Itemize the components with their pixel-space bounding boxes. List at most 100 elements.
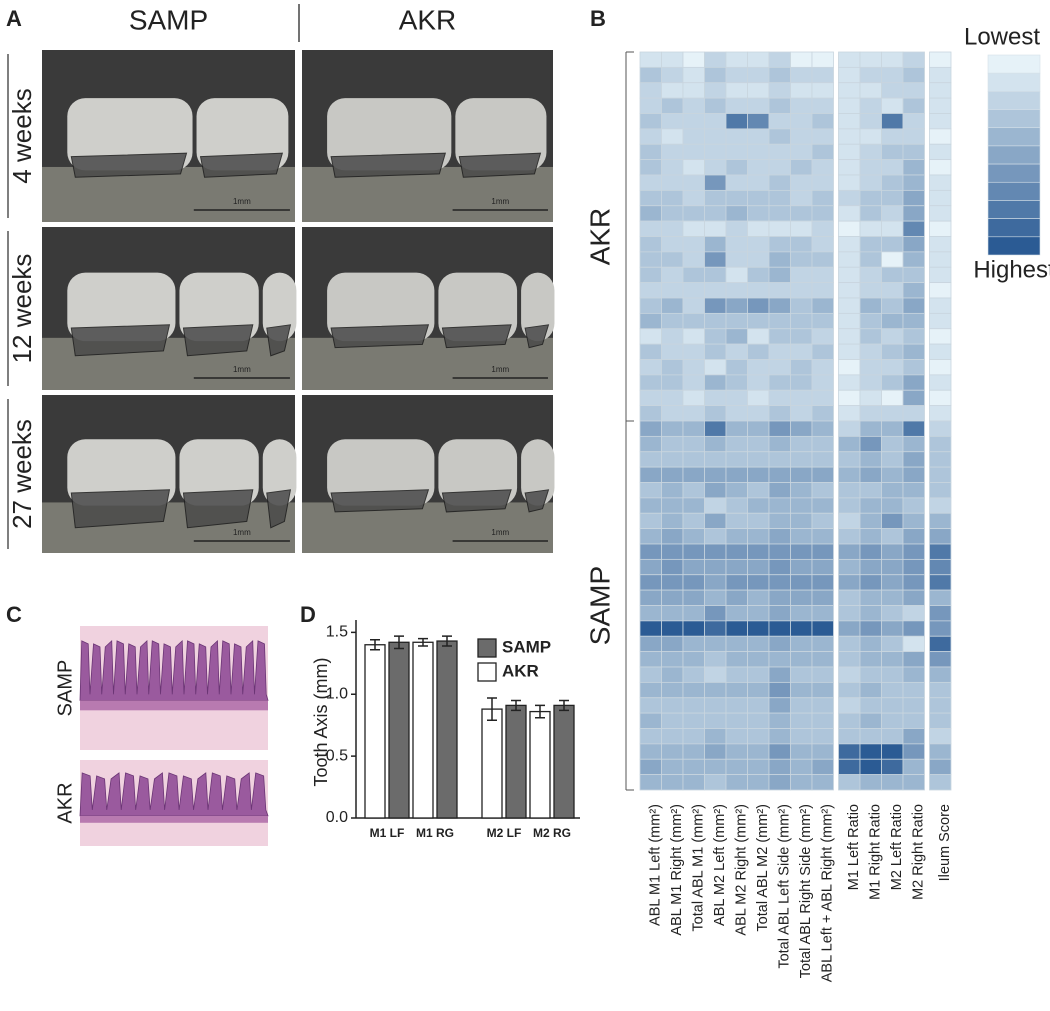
heatmap-cell [725, 66, 748, 84]
heatmap-cell [704, 451, 727, 468]
heatmap-cell [704, 143, 727, 161]
heatmap-cell [682, 512, 705, 530]
heatmap-cell [747, 681, 770, 699]
heatmap-cell [838, 282, 861, 299]
tooth [262, 272, 297, 342]
heatmap-cell [639, 558, 662, 576]
heatmap-cell [768, 666, 791, 683]
heatmap-cell [768, 128, 791, 145]
heatmap-cell [881, 466, 904, 483]
heatmap-cell [859, 558, 882, 576]
row-label: 12 weeks [7, 254, 37, 364]
heatmap-cell [661, 605, 684, 622]
heatmap-cell [838, 497, 861, 514]
heatmap-cell [902, 128, 925, 145]
heatmap-cell [929, 482, 952, 499]
heatmap-cell [661, 512, 684, 530]
heatmap-cell [929, 528, 952, 545]
heatmap-cell [902, 97, 925, 114]
tooth [438, 439, 518, 506]
heatmap-cell [838, 266, 861, 284]
bone-loss-area [266, 324, 292, 357]
heatmap-cell [859, 543, 882, 560]
heatmap-cell [725, 728, 748, 745]
heatmap-cell [811, 359, 834, 376]
heatmap-cell [639, 143, 662, 161]
heatmap-cell [747, 143, 770, 161]
heatmap-cell [661, 543, 684, 560]
column-header: SAMP [129, 4, 208, 35]
histology-label: AKR [54, 782, 76, 823]
heatmap-cell [902, 189, 925, 207]
heatmap-cell [768, 558, 791, 576]
heatmap-cell [682, 236, 705, 253]
heatmap-cell [859, 405, 882, 422]
heatmap-cell [725, 282, 748, 299]
heatmap-cell [811, 297, 834, 314]
heatmap-cell [639, 451, 662, 468]
heatmap-cell [747, 466, 770, 483]
heatmap-cell [704, 189, 727, 207]
heatmap-cell [661, 128, 684, 145]
heatmap-cell [902, 528, 925, 545]
heatmap-cell [929, 651, 952, 668]
heatmap-cell [811, 743, 834, 760]
heatmap-cell [811, 697, 834, 714]
heatmap-cell [661, 743, 684, 760]
heatmap-cell [929, 697, 952, 714]
heatmap-cell [881, 574, 904, 591]
heatmap-cell [790, 143, 813, 161]
heatmap-cell [747, 205, 770, 222]
heatmap-cell [859, 328, 882, 345]
heatmap-cell [725, 328, 748, 345]
heatmap-cell [682, 328, 705, 345]
heatmap-cell [725, 558, 748, 576]
heatmap-cell [790, 666, 813, 683]
heatmap-cell [811, 266, 834, 284]
heatmap-cell [859, 312, 882, 330]
heatmap-cell [790, 251, 813, 268]
heatmap-cell [768, 220, 791, 237]
bone-loss-area [199, 152, 284, 178]
heatmap-cell [725, 236, 748, 253]
heatmap-cell [790, 374, 813, 391]
scale-bar-label: 1mm [233, 197, 251, 206]
heatmap-cell [639, 220, 662, 237]
heatmap-cell [639, 343, 662, 360]
heatmap-cell [790, 420, 813, 437]
heatmap-cell [811, 497, 834, 514]
heatmap-cell [639, 113, 662, 130]
heatmap-cell [682, 574, 705, 591]
heatmap-cell [725, 681, 748, 699]
heatmap-cell [859, 482, 882, 499]
heatmap-cell [838, 359, 861, 376]
heatmap-cell [838, 420, 861, 437]
column-label: Total ABL Right Side (mm²) [798, 804, 814, 978]
heatmap-cell [768, 297, 791, 314]
panel-label: A [6, 6, 22, 31]
heatmap-cell [682, 666, 705, 683]
heatmap-cell [881, 359, 904, 376]
y-tick-label: 0.5 [326, 747, 348, 764]
heatmap-cell [768, 512, 791, 530]
heatmap-cell [661, 728, 684, 745]
heatmap-cell [929, 220, 952, 237]
error-bar [394, 635, 404, 650]
heatmap-cell [661, 681, 684, 699]
heatmap-cell [639, 712, 662, 729]
heatmap-cell [859, 420, 882, 437]
heatmap-cell [768, 712, 791, 729]
heatmap-cell [725, 113, 748, 130]
heatmap-cell [768, 774, 791, 791]
heatmap-cell [661, 420, 684, 437]
heatmap-cell [661, 435, 684, 453]
heatmap-cell [902, 236, 925, 253]
heatmap-cell [790, 451, 813, 468]
heatmap-cell [682, 651, 705, 668]
heatmap-cell [811, 312, 834, 330]
heatmap-cell [639, 774, 662, 791]
heatmap-cell [811, 174, 834, 191]
heatmap-cell [747, 128, 770, 145]
heatmap-cell [639, 189, 662, 207]
